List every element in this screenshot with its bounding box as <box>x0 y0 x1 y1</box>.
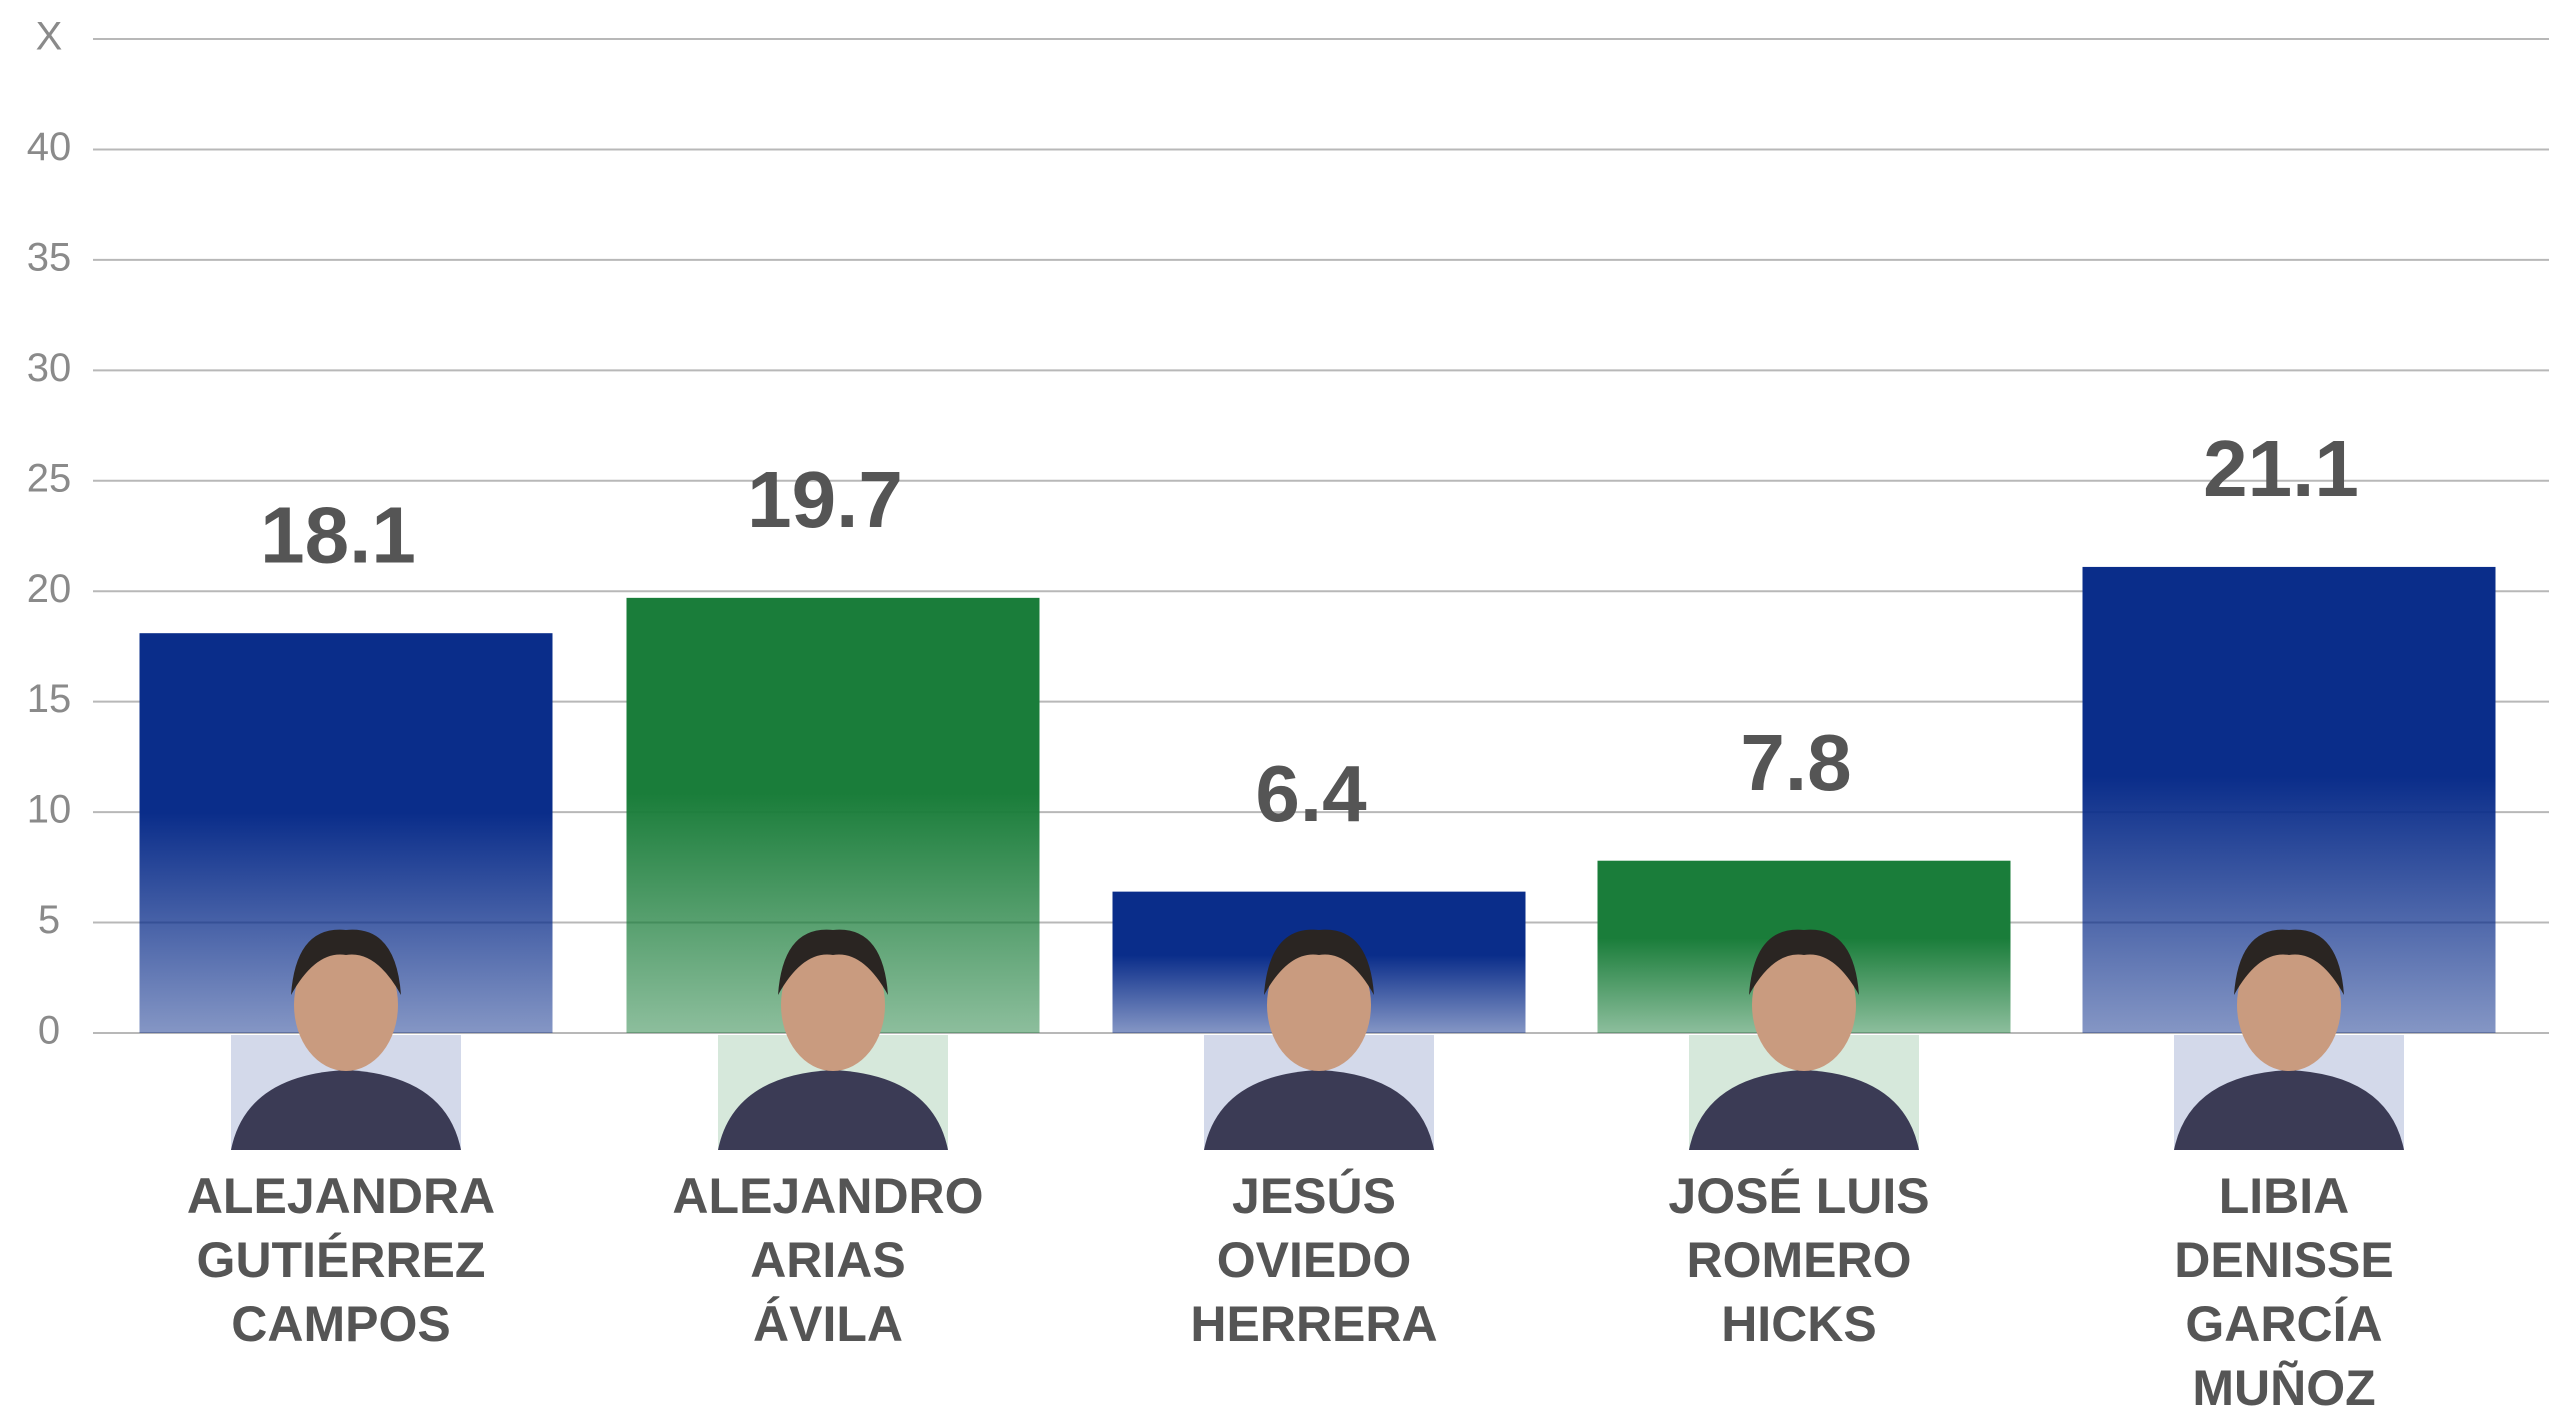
x-tick-label-line: JESÚS <box>1232 1168 1396 1224</box>
x-tick-label: JOSÉ LUIS ROMERO HICKS <box>1668 1168 1929 1352</box>
x-tick-label: ALEJANDRA GUTIÉRREZ CAMPOS <box>187 1168 495 1352</box>
value-label: 18.1 <box>260 490 416 579</box>
y-tick-label: 20 <box>27 567 72 611</box>
x-tick-label-line: MUÑOZ <box>2192 1360 2375 1410</box>
x-tick-label-line: GUTIÉRREZ <box>197 1232 486 1288</box>
x-tick-label-line: GARCÍA <box>2185 1296 2382 1352</box>
y-tick-label: 25 <box>27 456 72 500</box>
y-tick-label: X <box>36 15 63 59</box>
x-tick-label-line: ROMERO <box>1687 1232 1912 1288</box>
x-tick-label-line: CAMPOS <box>231 1296 450 1352</box>
y-tick-label: 15 <box>27 677 72 721</box>
y-tick-label: 30 <box>27 346 72 390</box>
chart: 0 5 10 15 20 25 30 35 40 X 18.1 ALEJANDRA GUTIÉRREZ C… <box>0 0 2562 1410</box>
x-tick-label-line: OVIEDO <box>1217 1232 1411 1288</box>
y-tick-label: 10 <box>27 788 72 832</box>
y-tick-label: 35 <box>27 235 72 279</box>
value-label: 7.8 <box>1740 718 1851 807</box>
x-tick-label: ALEJANDRO ARIAS ÁVILA <box>672 1168 983 1352</box>
x-tick-label-line: ALEJANDRO <box>672 1168 983 1224</box>
value-label: 21.1 <box>2203 424 2359 513</box>
page: {"chart_data": {"type": "bar", "categori… <box>0 0 2562 1410</box>
x-tick-label-line: HERRERA <box>1190 1296 1437 1352</box>
y-tick-label: 40 <box>27 125 72 169</box>
x-tick-label-line: ÁVILA <box>753 1296 903 1352</box>
x-tick-label-line: ARIAS <box>750 1232 906 1288</box>
x-tick-label-line: DENISSE <box>2174 1232 2394 1288</box>
value-label: 6.4 <box>1255 749 1367 838</box>
x-tick-label-line: HICKS <box>1721 1296 1877 1352</box>
x-tick-label-line: JOSÉ LUIS <box>1668 1168 1929 1224</box>
value-label: 19.7 <box>747 455 903 544</box>
y-tick-label: 5 <box>38 898 60 942</box>
y-tick-label: 0 <box>38 1009 60 1053</box>
x-tick-label: JESÚS OVIEDO HERRERA <box>1190 1168 1437 1352</box>
x-tick-label: LIBIA DENISSE GARCÍA MUÑOZ <box>2174 1168 2394 1410</box>
x-tick-label-line: ALEJANDRA <box>187 1168 495 1224</box>
x-tick-label-line: LIBIA <box>2219 1168 2350 1224</box>
